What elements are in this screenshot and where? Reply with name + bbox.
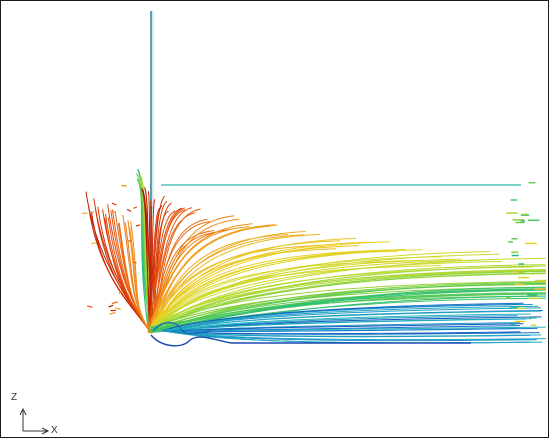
near-wall-streamline: [163, 307, 542, 332]
streamline: [151, 233, 321, 331]
streamline: [138, 178, 150, 331]
z-axis-arrow: [19, 407, 27, 416]
streamline-fragment: [126, 208, 132, 212]
axis-triad: [19, 407, 50, 435]
streamline: [149, 249, 388, 332]
streamline-fragment: [111, 202, 117, 206]
recirculation-line: [150, 334, 471, 347]
streamline-fragment: [89, 211, 95, 214]
streamline: [152, 286, 547, 329]
streamline-fragment: [133, 206, 137, 209]
streamline: [152, 253, 500, 328]
streamlines: [85, 168, 547, 347]
streamline-fragment: [135, 224, 141, 227]
streamline: [150, 200, 168, 333]
x-axis-label: X: [51, 425, 58, 436]
streamline: [152, 283, 547, 331]
x-axis-arrow: [41, 427, 50, 435]
z-axis-label: Z: [11, 392, 18, 403]
streamline: [148, 209, 186, 328]
streamline-fragments: [82, 181, 547, 326]
near-wall-streamline: [173, 318, 527, 332]
near-wall-streamline: [175, 330, 542, 337]
streamline-fragment: [121, 184, 127, 187]
streamline-fragment: [111, 301, 118, 305]
streamline: [149, 224, 278, 331]
near-wall-streamline: [167, 313, 531, 332]
streamline-fragment: [118, 290, 124, 294]
streamline: [148, 256, 442, 331]
streamline: [148, 259, 484, 334]
streamline-fragment: [109, 312, 116, 315]
streamline: [147, 223, 253, 328]
streamline: [148, 264, 546, 332]
streamline-fragment: [127, 239, 132, 242]
streamline-fragment: [91, 242, 97, 245]
streamline: [147, 244, 321, 331]
streamline: [140, 187, 152, 331]
streamline-fragment: [86, 305, 93, 308]
streamline: [147, 195, 166, 333]
streamline: [149, 289, 547, 331]
streamline-fragment: [133, 261, 137, 264]
near-wall-streamline: [162, 310, 542, 332]
streamline-fragment: [108, 304, 114, 308]
streamline: [141, 189, 151, 332]
streamline: [136, 178, 149, 331]
streamline: [148, 224, 276, 331]
streamline: [148, 226, 250, 330]
upstream-streamline: [129, 227, 152, 334]
streamline: [149, 200, 152, 328]
near-wall-streamline: [176, 327, 538, 332]
streamline: [149, 241, 391, 329]
recirculation-line: [152, 321, 212, 335]
streamline-fragment: [115, 307, 121, 311]
streamline: [150, 221, 211, 328]
